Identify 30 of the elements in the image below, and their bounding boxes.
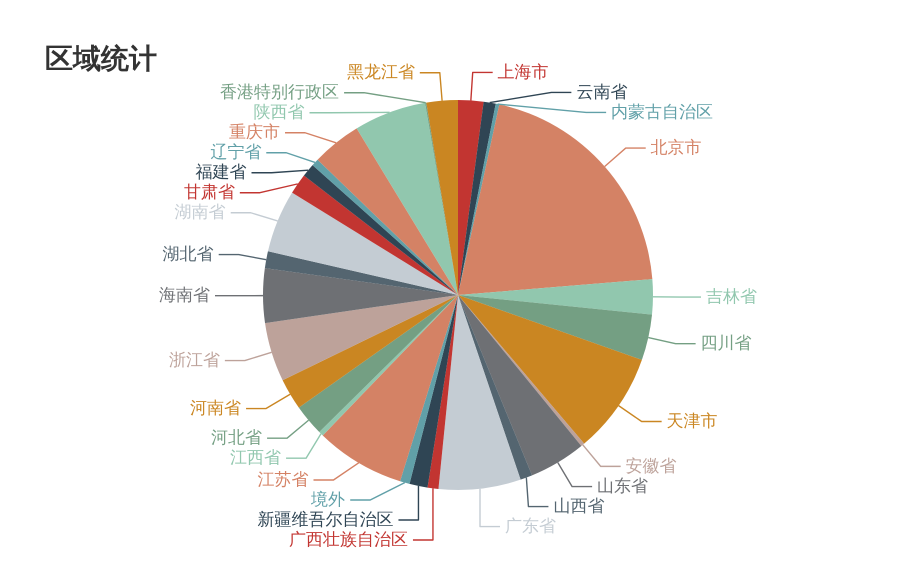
slice-label: 重庆市: [229, 122, 280, 143]
slice-label: 福建省: [196, 162, 246, 183]
slice-label: 河南省: [190, 398, 242, 419]
slice-label: 安徽省: [626, 456, 677, 476]
slice-label: 内蒙古自治区: [611, 102, 714, 122]
slice-label: 北京市: [650, 138, 702, 158]
slice-label: 香港特别行政区: [220, 82, 340, 103]
slice-label: 云南省: [576, 82, 628, 102]
slice-label: 吉林省: [706, 287, 757, 308]
slice-label: 山东省: [597, 476, 648, 497]
slice-label: 海南省: [159, 286, 210, 306]
slice-label: 新疆维吾尔自治区: [257, 510, 394, 530]
chart-title: 区域统计: [45, 42, 157, 75]
slice-label: 江苏省: [257, 470, 308, 490]
slice-label: 黑龙江省: [346, 62, 415, 83]
slice-label: 湖北省: [162, 244, 214, 265]
slice-label: 江西省: [230, 448, 282, 468]
slice-label: 湖南省: [174, 202, 226, 223]
slice-label: 浙江省: [168, 350, 220, 371]
slice-label: 四川省: [700, 334, 752, 354]
slice-label: 上海市: [498, 62, 549, 82]
slice-label: 天津市: [666, 412, 718, 432]
slice-label: 广西壮族自治区: [288, 530, 408, 550]
slice-label: 辽宁省: [210, 142, 262, 163]
slice-label: 陕西省: [254, 102, 305, 123]
slice-label: 广东省: [505, 516, 556, 537]
slice-label: 甘肃省: [184, 182, 235, 203]
slice-label: 境外: [310, 490, 346, 510]
slice-label: 山西省: [553, 496, 604, 517]
slice-label: 河北省: [211, 428, 262, 448]
